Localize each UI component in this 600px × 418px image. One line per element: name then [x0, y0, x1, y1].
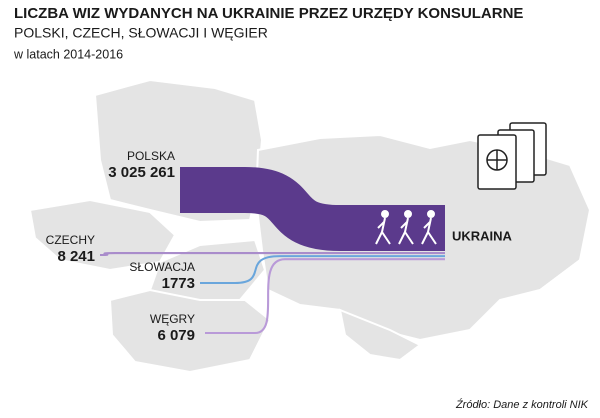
- flow-name: WĘGRY: [150, 312, 195, 326]
- target-label: UKRAINA: [452, 228, 513, 243]
- flow: [180, 167, 445, 251]
- flow-value: 8 241: [57, 248, 95, 265]
- flow-value: 6 079: [157, 327, 195, 344]
- flow-value: 3 025 261: [108, 164, 175, 181]
- flow: [205, 258, 445, 335]
- title: LICZBA WIZ WYDANYCH NA UKRAINIE PRZEZ UR…: [14, 5, 523, 22]
- travellers-icon: [375, 210, 437, 245]
- flow-value: 1773: [162, 275, 195, 292]
- subtitle: POLSKI, CZECH, SŁOWACJI I WĘGIER: [14, 25, 268, 41]
- flow-name: SŁOWACJA: [129, 260, 195, 274]
- flow: [200, 255, 445, 285]
- source-note: Źródło: Dane z kontroli NIK: [455, 398, 589, 411]
- period: w latach 2014-2016: [13, 47, 123, 61]
- flow: [99, 252, 445, 257]
- flow-name: POLSKA: [127, 149, 175, 163]
- flow-name: CZECHY: [46, 233, 95, 247]
- passport-icon: [477, 122, 547, 190]
